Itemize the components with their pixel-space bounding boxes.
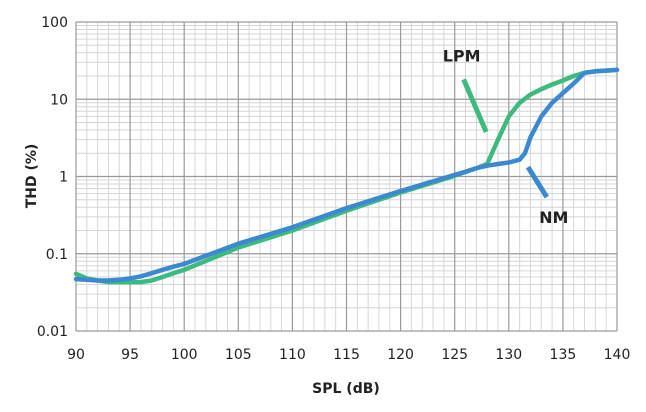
y-tick-label: 1 (59, 170, 68, 186)
x-tick-label: 90 (67, 347, 85, 363)
x-axis-title: SPL (dB) (312, 381, 380, 397)
y-tick-label: 100 (41, 15, 68, 31)
x-tick-label: 100 (171, 347, 198, 363)
annotation-label-lpm: LPM (443, 46, 481, 65)
x-tick-label: 130 (495, 347, 522, 363)
series-line-nm (73, 67, 620, 283)
x-tick-label: 110 (279, 347, 306, 363)
x-tick-label: 120 (387, 347, 414, 363)
annotation-label-nm: NM (539, 208, 568, 227)
y-tick-label: 0.01 (37, 324, 68, 340)
y-axis-tick-labels: 0.01 0.1 1 10 100 (37, 15, 68, 340)
x-tick-label: 140 (604, 347, 631, 363)
x-tick-label: 115 (333, 347, 360, 363)
y-axis-title: THD (%) (24, 144, 40, 209)
x-tick-label: 135 (550, 347, 577, 363)
series-layer (73, 67, 620, 285)
x-tick-label: 125 (441, 347, 468, 363)
x-axis-tick-labels: 90 95 100 105 110 115 120 125 130 135 140 (67, 347, 630, 363)
x-tick-label: 105 (225, 347, 252, 363)
annotation-leader-lpm (461, 78, 489, 133)
annotation-leader-nm (525, 165, 549, 199)
annotation-layer: LPM NM (443, 46, 569, 227)
y-tick-label: 10 (50, 92, 68, 108)
x-tick-label: 95 (121, 347, 139, 363)
y-tick-label: 0.1 (46, 247, 68, 263)
